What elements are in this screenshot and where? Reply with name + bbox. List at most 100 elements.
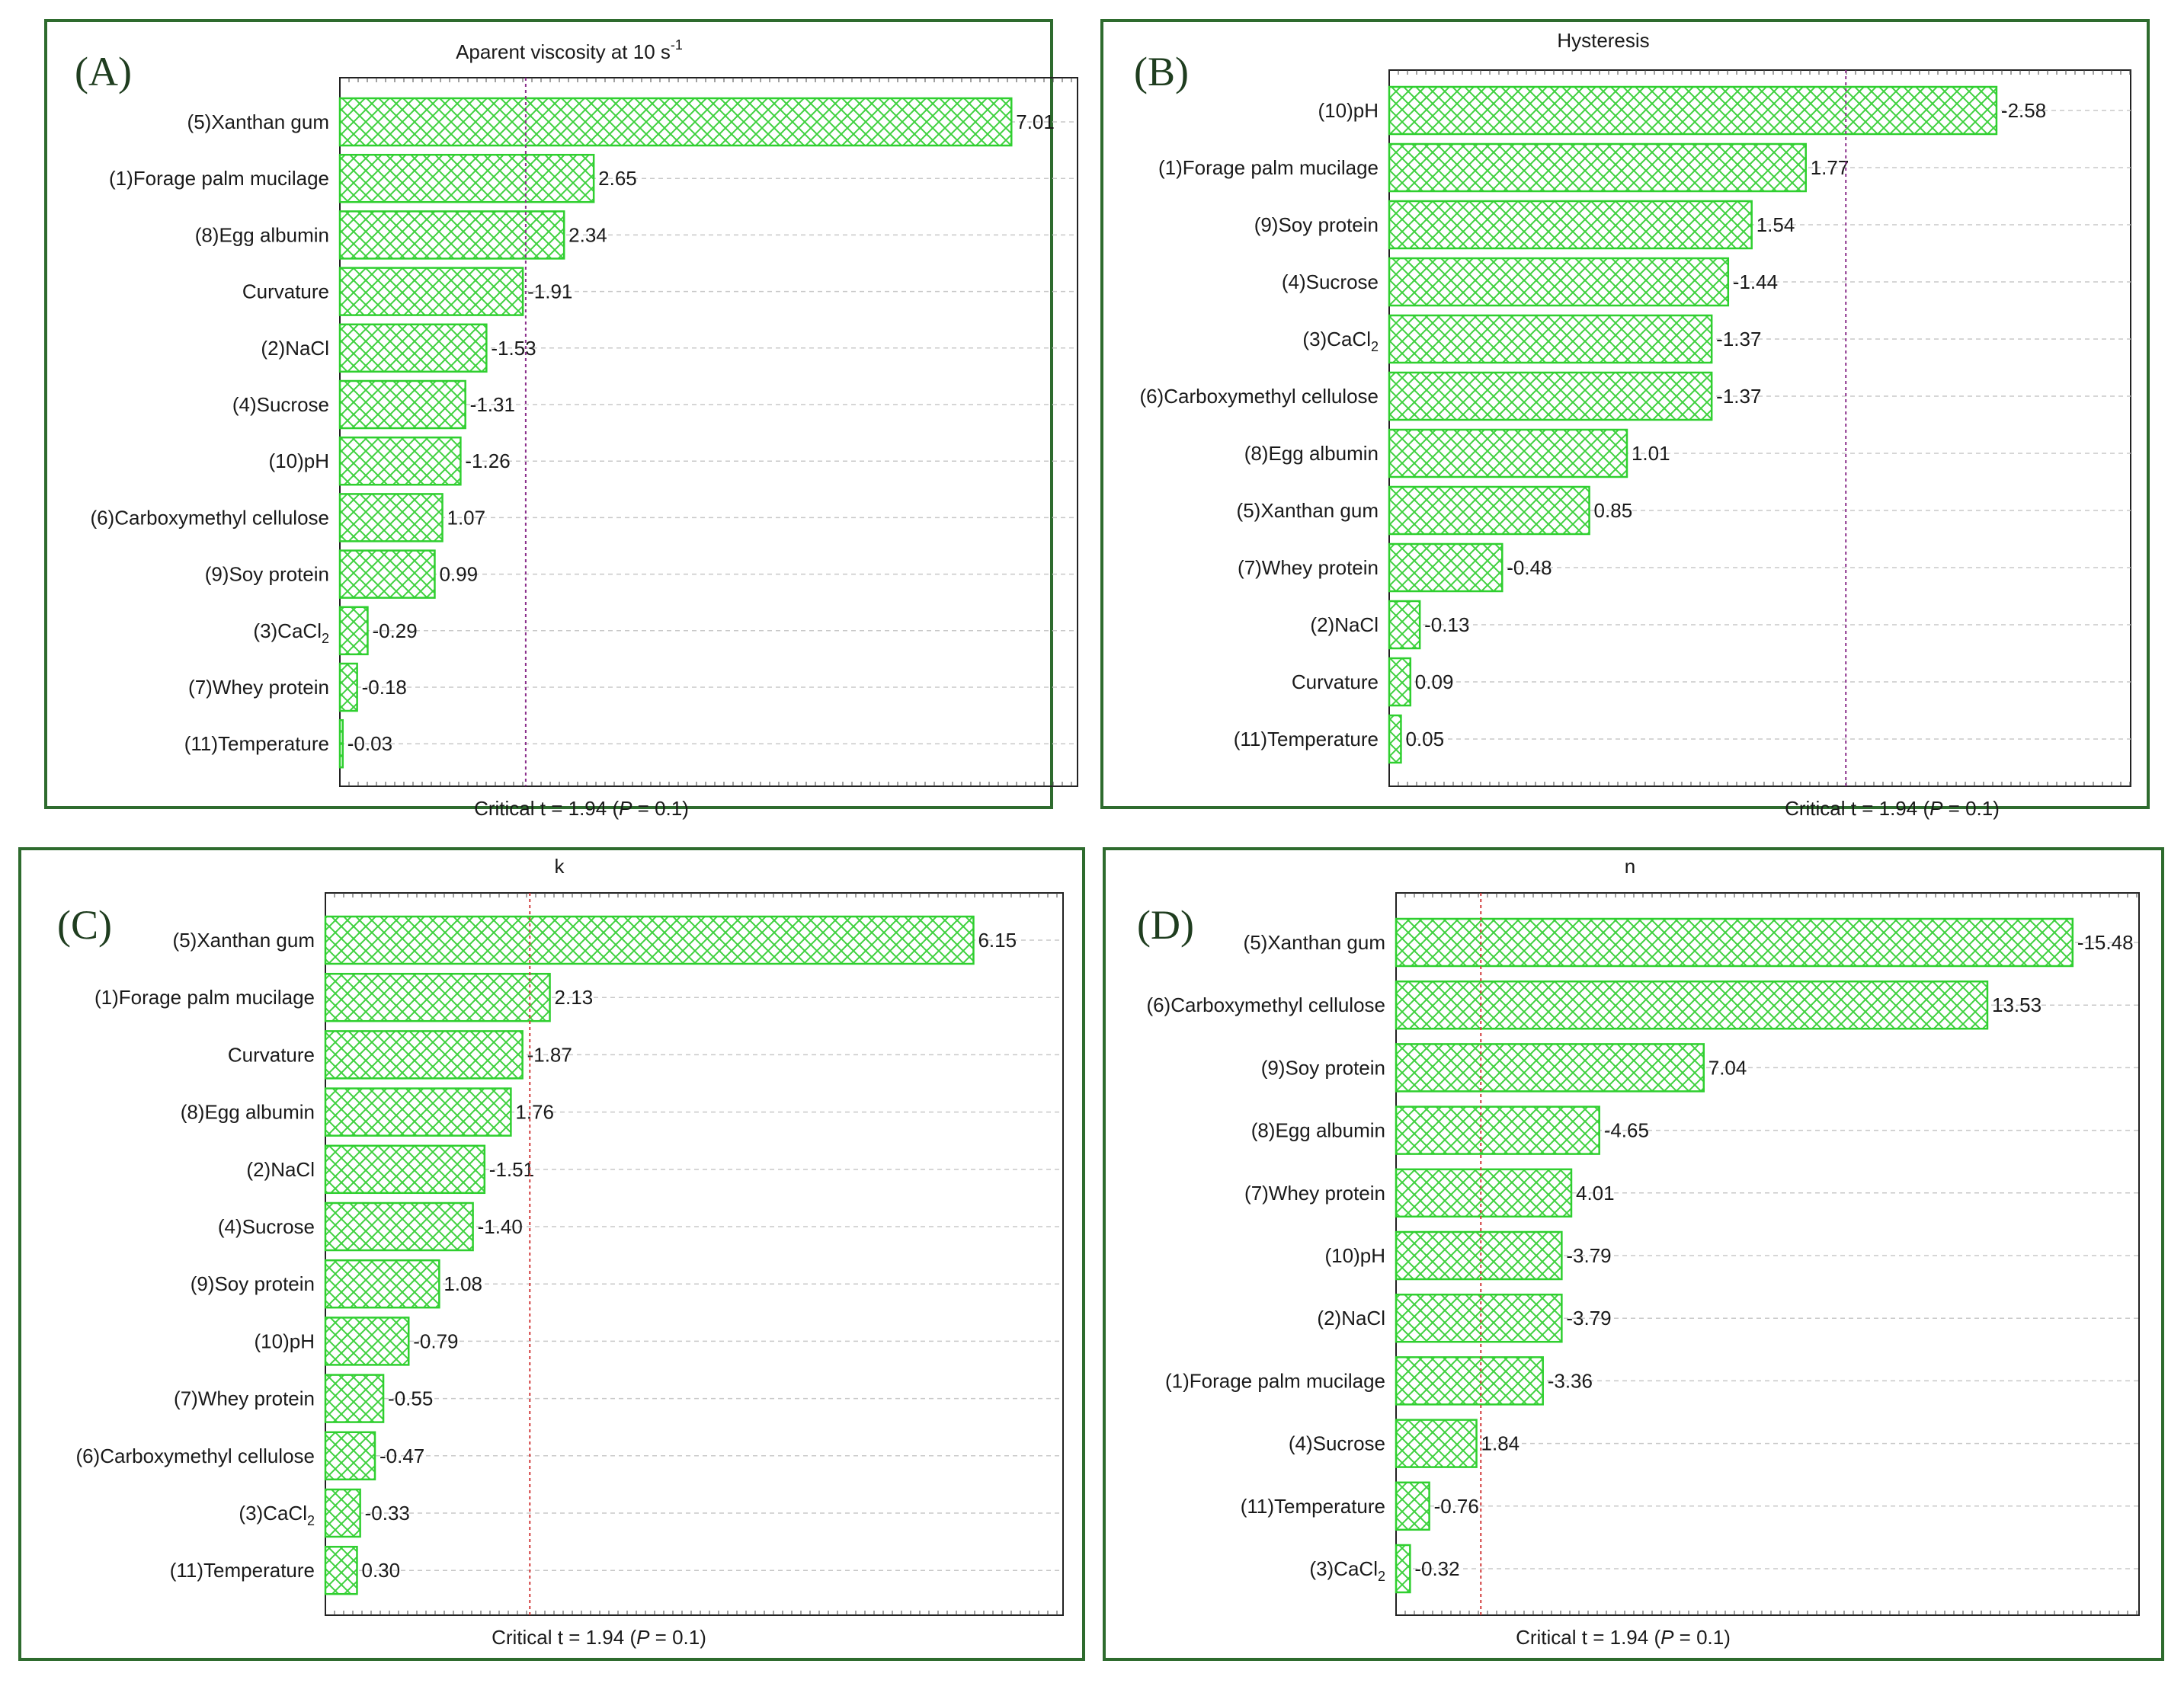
chart-panel-a: (A) Aparent viscosity at 10 s-1 (5)Xanthan… (44, 19, 1078, 820)
value-label: -15.48 (2077, 931, 2134, 954)
category-label: (1)Forage palm mucilage (94, 986, 315, 1009)
bar (1388, 85, 1998, 136)
category-label: (2)NaCl (1317, 1307, 1385, 1329)
bar (338, 436, 462, 486)
category-label: (5)Xanthan gum (187, 110, 329, 133)
value-label: 7.04 (1708, 1056, 1747, 1079)
category-label: (8)Egg albumin (1251, 1119, 1385, 1142)
category-label: (4)Sucrose (232, 393, 329, 416)
bar (1395, 917, 2074, 968)
category-label: (6)Carboxymethyl cellulose (90, 506, 329, 529)
category-label: (3)CaCl2 (1309, 1557, 1385, 1584)
plot-area (1388, 69, 2131, 787)
bar (324, 972, 551, 1022)
value-label: -1.40 (478, 1215, 523, 1238)
bar (324, 1087, 512, 1137)
bar (338, 718, 344, 769)
value-label: -0.18 (362, 676, 407, 699)
plot-area (339, 77, 1078, 787)
category-label: (5)Xanthan gum (173, 929, 315, 952)
bar (1388, 714, 1402, 764)
plot-area (325, 892, 1064, 1616)
value-label: 1.84 (1481, 1432, 1520, 1455)
bar (1388, 142, 1807, 193)
category-label: (4)Sucrose (218, 1215, 315, 1238)
category-label: (6)Carboxymethyl cellulose (1146, 993, 1385, 1016)
value-label: -1.37 (1716, 328, 1761, 350)
category-label: (2)NaCl (261, 337, 329, 360)
value-label: -0.33 (365, 1502, 410, 1525)
bar (1395, 1168, 1573, 1218)
bar (1395, 980, 1989, 1030)
category-label: (7)Whey protein (174, 1387, 315, 1410)
chart-title: k (555, 855, 565, 878)
bar (324, 1030, 524, 1080)
value-label: -2.58 (2001, 99, 2046, 122)
value-label: -1.51 (489, 1158, 534, 1181)
value-label: -0.55 (388, 1387, 433, 1410)
bar (1395, 1481, 1430, 1531)
critical-t-label: Critical t = 1.94 (P = 0.1) (1785, 797, 2000, 820)
value-label: -0.48 (1507, 556, 1552, 579)
bar (1388, 428, 1628, 478)
category-label: (10)pH (1318, 99, 1379, 122)
bar (324, 1545, 358, 1595)
bar (338, 153, 595, 203)
category-label: Curvature (242, 280, 329, 303)
category-label: (1)Forage palm mucilage (1158, 156, 1379, 179)
bar (338, 493, 444, 542)
value-label: -1.87 (527, 1043, 572, 1066)
category-label: (7)Whey protein (1244, 1182, 1385, 1205)
value-label: 2.34 (568, 223, 607, 246)
axis-ticks (348, 78, 1072, 786)
value-label: 1.01 (1632, 442, 1670, 465)
value-label: -1.26 (465, 450, 510, 472)
category-label: (5)Xanthan gum (1244, 931, 1385, 954)
category-label: (1)Forage palm mucilage (1165, 1369, 1385, 1392)
bar (1395, 1419, 1478, 1468)
value-label: -0.47 (379, 1445, 424, 1467)
bar (324, 1431, 376, 1481)
category-label: (9)Soy protein (191, 1272, 315, 1295)
value-label: 0.85 (1594, 499, 1633, 522)
value-label: -1.44 (1733, 270, 1778, 293)
value-label: -0.32 (1414, 1557, 1459, 1580)
category-label: (9)Soy protein (1254, 213, 1379, 236)
value-label: 0.30 (361, 1559, 400, 1582)
value-label: 4.01 (1576, 1182, 1615, 1205)
chart-panel-d: (D) n (5)Xanthan gum -15.48 (6)Carboxymethyl… (1103, 847, 2164, 1661)
panel-label: (D) (1137, 902, 1194, 948)
category-label: (11)Temperature (170, 1559, 315, 1582)
bar (324, 1144, 486, 1195)
axis-ticks (334, 893, 1058, 1615)
value-label: 1.76 (515, 1101, 554, 1124)
bar (1395, 1105, 1600, 1155)
bar (1395, 1043, 1705, 1093)
category-label: (10)pH (1325, 1244, 1385, 1267)
category-label: (8)Egg albumin (195, 223, 329, 246)
category-label: (9)Soy protein (205, 563, 329, 586)
bar (324, 1488, 361, 1538)
value-label: -0.29 (372, 619, 417, 642)
panel-frame (1100, 19, 2150, 809)
critical-t-label: Critical t = 1.94 (P = 0.1) (1516, 1626, 1731, 1649)
bar (1388, 371, 1713, 421)
bar (1388, 600, 1421, 650)
value-label: -1.37 (1716, 385, 1761, 408)
panel-label: (B) (1134, 49, 1189, 94)
category-label: (6)Carboxymethyl cellulose (75, 1445, 315, 1467)
value-label: 1.54 (1756, 213, 1795, 236)
bar (1388, 257, 1730, 307)
panel-frame (18, 847, 1085, 1661)
value-label: -0.76 (1434, 1495, 1479, 1518)
bar (338, 267, 524, 316)
category-label: (8)Egg albumin (181, 1101, 315, 1124)
category-label: (4)Sucrose (1282, 270, 1379, 293)
bar (1388, 485, 1590, 536)
axis-ticks (1404, 893, 2138, 1615)
value-label: 7.01 (1016, 110, 1055, 133)
bar (338, 606, 369, 656)
category-label: (3)CaCl2 (239, 1502, 315, 1528)
value-label: 1.07 (447, 506, 486, 529)
